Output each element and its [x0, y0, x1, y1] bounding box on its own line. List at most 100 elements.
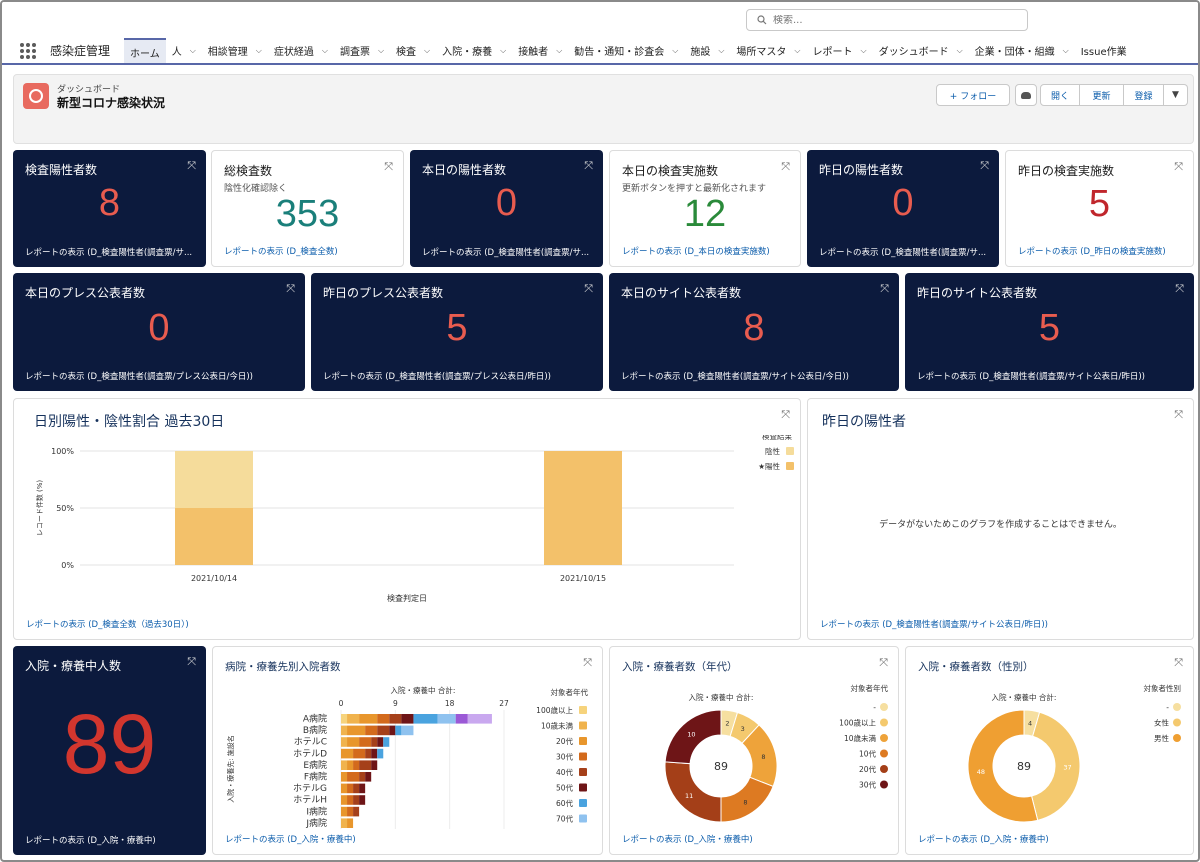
- expand-icon[interactable]: ⤧: [187, 655, 196, 668]
- expand-icon[interactable]: ⤧: [583, 656, 592, 669]
- subscribe-button[interactable]: 登録: [1124, 84, 1164, 106]
- pie-slice[interactable]: [967, 709, 1039, 823]
- yesterday-panel-report-link[interactable]: レポートの表示 (D_検査陽性者(調査票/サイト公表日/昨日)): [820, 620, 1048, 630]
- expand-icon[interactable]: ⤧: [286, 282, 295, 295]
- bar-segment[interactable]: [371, 760, 378, 770]
- bar-segment[interactable]: [383, 737, 390, 747]
- chevron-down-icon[interactable]: ⌵: [672, 45, 679, 55]
- bar-segment[interactable]: [175, 451, 253, 508]
- bar-segment[interactable]: [175, 508, 253, 565]
- chevron-down-icon[interactable]: ⌵: [255, 45, 262, 55]
- metric-report-link[interactable]: レポートの表示 (D_昨日の検査実施数): [1018, 247, 1166, 257]
- gender-donut-report-link[interactable]: レポートの表示 (D_入院・療養中): [918, 835, 1049, 845]
- metric-report-link[interactable]: レポートの表示 (D_検査陽性者(調査票/プレス公表日/今日)): [25, 372, 253, 382]
- metric-report-link[interactable]: レポートの表示 (D_検査陽性者(調査票/サイト公表日/昨日)): [917, 372, 1145, 382]
- app-launcher-icon[interactable]: [20, 42, 36, 59]
- expand-icon[interactable]: ⤧: [384, 160, 393, 173]
- expand-icon[interactable]: ⤧: [187, 159, 196, 172]
- expand-icon[interactable]: ⤧: [1174, 160, 1183, 173]
- nav-item-7[interactable]: 接触者 ⌵: [512, 38, 568, 63]
- bar-segment[interactable]: [467, 714, 492, 724]
- bar-segment[interactable]: [544, 451, 622, 565]
- metric-report-link[interactable]: レポートの表示 (D_本日の検査実施数): [622, 247, 770, 257]
- nav-item-4[interactable]: 調査票 ⌵: [334, 38, 390, 63]
- bar-segment[interactable]: [371, 737, 378, 747]
- bar-segment[interactable]: [341, 806, 348, 817]
- bar-segment[interactable]: [347, 772, 360, 782]
- nav-item-1[interactable]: 人 ⌵: [166, 38, 202, 63]
- bar-segment[interactable]: [341, 772, 348, 782]
- bar-segment[interactable]: [359, 772, 366, 782]
- bar-segment[interactable]: [341, 748, 354, 759]
- bar-segment[interactable]: [401, 714, 414, 724]
- bar-segment[interactable]: [347, 806, 354, 817]
- nav-item-10[interactable]: 場所マスタ ⌵: [730, 38, 806, 63]
- chevron-down-icon[interactable]: ⌵: [860, 45, 867, 55]
- hospital-chart-report-link[interactable]: レポートの表示 (D_入院・療養中): [225, 835, 356, 845]
- expand-icon[interactable]: ⤧: [1175, 282, 1184, 295]
- bar-segment[interactable]: [359, 795, 366, 805]
- bar-segment[interactable]: [341, 737, 348, 747]
- bar-segment[interactable]: [389, 714, 402, 724]
- nav-item-3[interactable]: 症状経過 ⌵: [268, 38, 334, 63]
- bar-segment[interactable]: [341, 818, 348, 828]
- chevron-down-icon[interactable]: ⌵: [321, 45, 328, 55]
- bar-segment[interactable]: [359, 760, 372, 770]
- nav-item-11[interactable]: レポート ⌵: [807, 38, 873, 63]
- bar-segment[interactable]: [341, 725, 348, 736]
- nav-item-12[interactable]: ダッシュボード ⌵: [873, 38, 969, 63]
- expand-icon[interactable]: ⤧: [1174, 656, 1183, 669]
- chevron-down-icon[interactable]: ⌵: [1062, 45, 1069, 55]
- nav-item-6[interactable]: 入院・療養 ⌵: [436, 38, 512, 63]
- bar-segment[interactable]: [365, 725, 378, 736]
- bar-segment[interactable]: [395, 725, 402, 736]
- global-search[interactable]: [746, 9, 1028, 31]
- bar-segment[interactable]: [377, 714, 390, 724]
- expand-icon[interactable]: ⤧: [584, 159, 593, 172]
- follow-button[interactable]: + フォロー: [936, 84, 1010, 106]
- chevron-down-icon[interactable]: ⌵: [956, 45, 963, 55]
- bar-segment[interactable]: [347, 714, 360, 724]
- expand-icon[interactable]: ⤧: [781, 408, 790, 421]
- metric-report-link[interactable]: レポートの表示 (D_検査陽性者(調査票/プレス公表日/昨日)): [323, 372, 551, 382]
- bar-segment[interactable]: [371, 748, 378, 759]
- expand-icon[interactable]: ⤧: [980, 159, 989, 172]
- bar-segment[interactable]: [359, 783, 366, 794]
- bar-segment[interactable]: [389, 725, 396, 736]
- nav-item-9[interactable]: 施設 ⌵: [684, 38, 730, 63]
- pie-slice[interactable]: [1030, 711, 1081, 821]
- search-input[interactable]: [773, 14, 1013, 26]
- chevron-down-icon[interactable]: ⌵: [424, 45, 431, 55]
- metric-report-link[interactable]: レポートの表示 (D_検査陽性者(調査票/サ...: [25, 248, 193, 258]
- bar-segment[interactable]: [347, 795, 354, 805]
- chevron-down-icon[interactable]: ⌵: [377, 45, 385, 55]
- bar-segment[interactable]: [353, 783, 360, 794]
- bar-segment[interactable]: [347, 760, 354, 770]
- expand-icon[interactable]: ⤧: [880, 282, 889, 295]
- pie-slice[interactable]: [664, 709, 722, 765]
- metric-report-link[interactable]: レポートの表示 (D_検査陽性者(調査票/サイト公表日/今日)): [621, 372, 849, 382]
- bar-segment[interactable]: [347, 783, 354, 794]
- chevron-down-icon[interactable]: ⌵: [718, 45, 725, 55]
- bar-segment[interactable]: [377, 737, 384, 747]
- expand-icon[interactable]: ⤧: [1174, 408, 1183, 421]
- nav-item-14[interactable]: Issue作業: [1075, 38, 1133, 63]
- chevron-down-icon[interactable]: ⌵: [794, 45, 801, 55]
- chevron-down-icon[interactable]: ⌵: [556, 45, 563, 55]
- nav-item-0[interactable]: ホーム: [124, 38, 166, 63]
- bar-segment[interactable]: [347, 725, 366, 736]
- nav-item-2[interactable]: 相談管理 ⌵: [202, 38, 268, 63]
- open-button[interactable]: 開く: [1040, 84, 1080, 106]
- bar-segment[interactable]: [377, 725, 390, 736]
- bar-segment[interactable]: [365, 748, 372, 759]
- bar-segment[interactable]: [413, 714, 438, 724]
- expand-icon[interactable]: ⤧: [584, 282, 593, 295]
- metric-report-link[interactable]: レポートの表示 (D_検査全数): [224, 247, 338, 257]
- bar-segment[interactable]: [341, 714, 348, 724]
- bar-segment[interactable]: [359, 714, 378, 724]
- bar-segment[interactable]: [353, 806, 360, 817]
- bar-segment[interactable]: [341, 783, 348, 794]
- refresh-button[interactable]: 更新: [1080, 84, 1124, 106]
- bar-segment[interactable]: [377, 748, 384, 759]
- bar-segment[interactable]: [437, 714, 456, 724]
